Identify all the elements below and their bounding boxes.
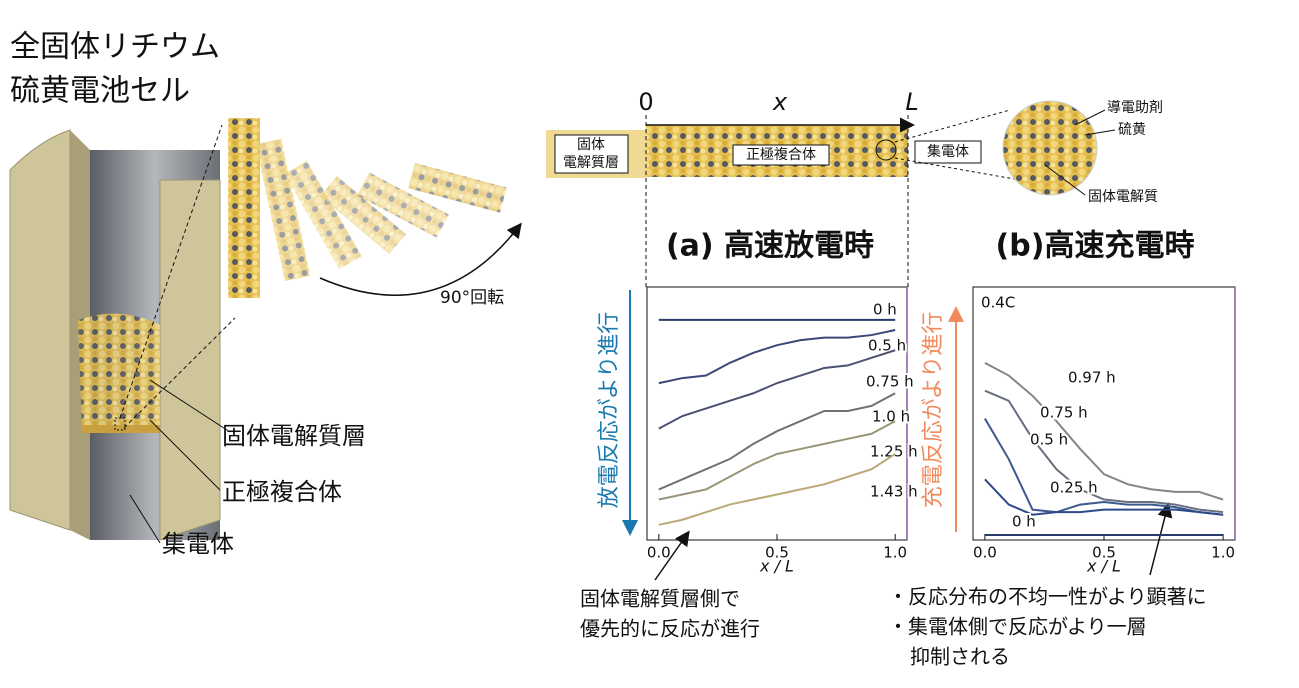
cell-label: 正極複合体 [222, 478, 342, 506]
series-line [658, 329, 896, 385]
series-label: 1.25 h [870, 443, 918, 461]
title-line: 全固体リチウム [10, 30, 220, 65]
series-line [984, 362, 1224, 501]
zoom-label: 硫黄 [1118, 121, 1146, 138]
zoom-label: 固体電解質 [1088, 189, 1158, 205]
direction-label: 放電反応がより進行 [597, 312, 622, 508]
x-axis-label: x / L [759, 557, 794, 576]
strip-axis: 0 [638, 88, 653, 116]
strip-label: 集電体 [927, 143, 969, 160]
zoom-label: 導電助剤 [1107, 100, 1163, 116]
note: 優先的に反応が進行 [580, 617, 760, 641]
cell-label: 固体電解質層 [222, 422, 366, 450]
strip-label: 固体 [577, 137, 605, 153]
direction-label: 充電反応がより進行 [921, 312, 946, 508]
title-line: 硫黄電池セル [10, 74, 190, 109]
series-label: 0.25 h [1050, 479, 1098, 497]
series-label: 0 h [1012, 513, 1036, 531]
plot-area [646, 286, 908, 541]
annotation: 0.4C [981, 294, 1015, 312]
rotating-strips [228, 118, 507, 298]
series-label: 0.97 h [1068, 369, 1116, 387]
strip [546, 100, 1116, 287]
series-label: 0.5 h [1030, 431, 1068, 449]
series-label: 0.75 h [1040, 404, 1088, 422]
x-axis-label: x / L [1086, 557, 1121, 576]
strip-axis: x [772, 88, 788, 116]
x-tick-label: 0.0 [973, 544, 997, 562]
series-label: 0.5 h [868, 337, 906, 355]
rotation-label: 90°回転 [440, 288, 504, 308]
note-arrow [654, 530, 690, 581]
series-line [984, 389, 1224, 514]
x-tick-label: 1.0 [883, 544, 907, 562]
series-line [658, 392, 896, 491]
chart-title: (a) 高速放電時 [666, 229, 874, 264]
note: 抑制される [910, 645, 1010, 669]
x-tick-label: 0.5 [765, 544, 789, 562]
x-tick-label: 1.0 [1211, 544, 1235, 562]
note: 固体電解質層側で [580, 587, 740, 611]
x-tick-label: 0.5 [1092, 544, 1116, 562]
strip-axis: L [905, 88, 918, 116]
x-tick-label: 0.0 [647, 544, 671, 562]
note: ・集電体側で反応がより一層 [888, 615, 1147, 639]
chart-title: (b)高速充電時 [996, 229, 1195, 264]
note: ・反応分布の不均一性がより顕著に [888, 585, 1207, 609]
cell-illustration [9, 118, 522, 544]
strip-label: 電解質層 [563, 155, 619, 171]
series-label: 0 h [873, 301, 897, 319]
series-line [658, 420, 896, 501]
series-line [658, 349, 896, 430]
cell-label: 集電体 [162, 530, 234, 558]
series-label: 1.43 h [870, 483, 918, 501]
series-line [658, 453, 896, 526]
series-line [984, 418, 1224, 516]
strip-label: 正極複合体 [746, 146, 816, 163]
series-line [984, 478, 1224, 516]
series-label: 1.0 h [872, 408, 910, 426]
series-label: 0.75 h [866, 373, 914, 391]
